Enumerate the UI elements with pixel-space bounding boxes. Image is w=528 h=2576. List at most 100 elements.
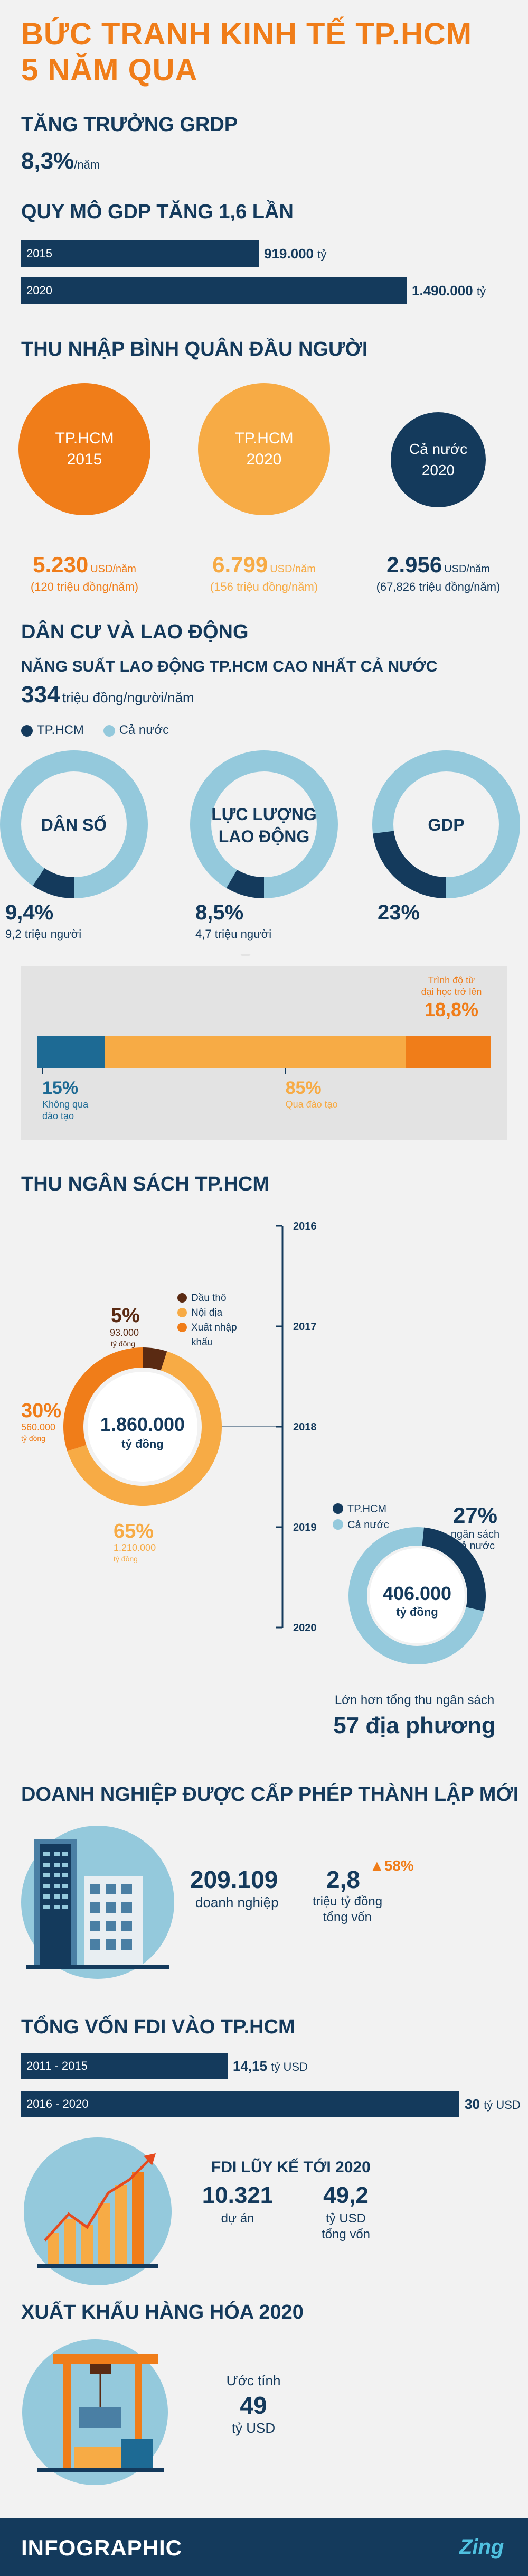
bar-0: 2011 - 2015 bbox=[21, 2053, 228, 2079]
income-circle-label2: 2020 bbox=[421, 462, 455, 478]
labor-subheading: NĂNG SUẤT LAO ĐỘNG TP.HCM CAO NHẤT CẢ NƯ… bbox=[21, 658, 438, 675]
share-legend-hcm-dot bbox=[333, 1503, 343, 1514]
budget-center bbox=[88, 1372, 197, 1482]
grdp-heading: TĂNG TRƯỞNG GRDP bbox=[21, 114, 238, 136]
labor-legend: TP.HCM Cả nước bbox=[21, 723, 169, 738]
budget-legend-label-2: Xuất nhập bbox=[191, 1322, 237, 1333]
productivity-unit: triệu đồng/người/năm bbox=[62, 690, 194, 705]
budget-legend-dot-1 bbox=[177, 1308, 187, 1317]
donut-label1: DÂN SỐ bbox=[41, 815, 107, 834]
labor-donut-charts: DÂN SỐ 9,4% 9,2 triệu người LỰC LƯỢNG LAO ĐỘ… bbox=[0, 750, 520, 956]
grdp-value-row: 8,3%/năm bbox=[21, 148, 100, 174]
productivity-value: 334 bbox=[21, 682, 60, 708]
enterprise-capital: 2,8 bbox=[326, 1866, 360, 1893]
fdi-capital-label1: tỷ USD bbox=[325, 2211, 366, 2226]
training-top-value: 18,8% bbox=[424, 999, 479, 1020]
donut-label1: LỰC LƯỢNG bbox=[211, 805, 316, 824]
bar-value-label-1: 30 tỷ USD bbox=[465, 2096, 521, 2112]
training-top-label1: Trình độ từ bbox=[428, 975, 475, 985]
slice-label-oil: 5% bbox=[111, 1305, 140, 1327]
slice-value-oil: 93.000 bbox=[110, 1327, 139, 1338]
donut-hcm-slice bbox=[373, 831, 446, 898]
pointer-triangle bbox=[240, 954, 251, 956]
income-sub-2: (67,826 triệu đồng/năm) bbox=[376, 580, 501, 593]
enterprise-heading: DOANH NGHIỆP ĐƯỢC CẤP PHÉP THÀNH LẬP MỚI bbox=[21, 1783, 519, 1806]
share-total-unit: tỷ đồng bbox=[396, 1605, 438, 1619]
slice-value-import-export: 560.000 bbox=[21, 1422, 55, 1433]
training-desc1-1: Qua đào tạo bbox=[286, 1099, 338, 1110]
slice-unit-domestic: tỷ đồng bbox=[114, 1555, 138, 1563]
training-desc2-0: đào tạo bbox=[42, 1111, 74, 1121]
income-value: 6.799 bbox=[212, 552, 268, 577]
share-hcm-slice bbox=[422, 1527, 486, 1612]
up-arrow-icon: ▲ bbox=[370, 1857, 384, 1874]
bar-value-label-0: 14,15 tỷ USD bbox=[233, 2058, 308, 2074]
enterprise-count-label: doanh nghiệp bbox=[195, 1894, 279, 1910]
export-unit: tỷ USD bbox=[231, 2420, 276, 2436]
share-center bbox=[370, 1548, 465, 1643]
share-label: 27% bbox=[453, 1503, 497, 1528]
share-note-big: 57 địa phương bbox=[333, 1713, 496, 1738]
slice-unit-import-export: tỷ đồng bbox=[21, 1434, 45, 1443]
donut-sub: 4,7 triệu người bbox=[195, 927, 271, 941]
footer-bar bbox=[0, 2518, 528, 2576]
training-segment-0 bbox=[37, 1036, 105, 1068]
budget-slice-0 bbox=[143, 1347, 167, 1371]
donut-hcm-slice bbox=[33, 868, 74, 898]
grdp-value: 8,3% bbox=[21, 148, 74, 174]
donut-label2: LAO ĐỘNG bbox=[219, 827, 309, 846]
fdi-capital: 49,2 bbox=[323, 2182, 369, 2208]
income-sub-0: (120 triệu đồng/năm) bbox=[30, 580, 139, 593]
training-desc1-0: Không qua bbox=[42, 1099, 89, 1110]
gdp-scale-heading: QUY MÔ GDP TĂNG 1,6 LẦN bbox=[21, 201, 294, 223]
labor-heading: DÂN CƯ VÀ LAO ĐỘNG bbox=[21, 621, 249, 643]
legend-nation-label: Cả nước bbox=[119, 723, 169, 737]
income-value-row-0: 5.230 USD/năm bbox=[0, 552, 169, 578]
slice-unit-oil: tỷ đồng bbox=[111, 1340, 135, 1348]
share-legend-hcm: TP.HCM bbox=[347, 1503, 386, 1515]
income-circle-label1: TP.HCM bbox=[55, 430, 114, 447]
enterprise-growth: ▲58% bbox=[370, 1857, 414, 1874]
income-circle-0: TP.HCM 2015 bbox=[18, 383, 150, 515]
fdi-heading: TỔNG VỐN FDI VÀO TP.HCM bbox=[21, 2016, 295, 2038]
training-segment-2 bbox=[406, 1036, 491, 1068]
fdi-growth-illustration bbox=[24, 2137, 172, 2285]
legend-hcm-dot bbox=[21, 724, 33, 737]
building-illustration bbox=[21, 1826, 174, 1979]
income-circle-1: TP.HCM 2020 bbox=[198, 383, 330, 515]
budget-legend-label-0: Dầu thô bbox=[191, 1292, 227, 1304]
income-unit: USD/năm bbox=[270, 563, 316, 575]
income-circle-label2: 2015 bbox=[67, 451, 102, 468]
fdi-capital-label2: tổng vốn bbox=[321, 2227, 371, 2242]
budget-chart: 2016 2017 2018 2019 2020 1.860.000 tỷ đồng 5%93… bbox=[21, 1221, 499, 1738]
donut-label1: GDP bbox=[428, 815, 464, 834]
income-unit: USD/năm bbox=[444, 563, 490, 575]
legend-hcm-label: TP.HCM bbox=[37, 723, 84, 737]
export-heading: XUẤT KHẨU HÀNG HÓA 2020 bbox=[21, 2301, 304, 2323]
budget-legend-dot-0 bbox=[177, 1293, 187, 1303]
timeline-year-2019: 2019 bbox=[293, 1522, 317, 1533]
training-segment-1 bbox=[105, 1036, 406, 1068]
slice-label-domestic: 65% bbox=[114, 1520, 154, 1542]
bar-0: 2015 bbox=[21, 240, 259, 267]
training-label-0: 15% bbox=[42, 1078, 78, 1098]
enterprise-capital-label1: triệu tỷ đồng bbox=[312, 1894, 383, 1909]
port-crane-illustration bbox=[22, 2339, 168, 2485]
export-value: 49 bbox=[240, 2392, 267, 2419]
bar-1: 2020 bbox=[21, 277, 407, 304]
footer-zing-logo: Zing bbox=[459, 2535, 504, 2559]
productivity-row: 334 triệu đồng/người/năm bbox=[21, 682, 194, 708]
bar-value-label-1: 1.490.000 tỷ bbox=[412, 283, 486, 299]
share-total: 406.000 bbox=[383, 1583, 451, 1604]
share-legend-nation: Cả nước bbox=[347, 1519, 389, 1531]
income-value-row-1: 6.799 USD/năm bbox=[180, 552, 348, 578]
labor-donut-2: GDP 23% bbox=[372, 750, 520, 924]
income-value-row-2: 2.956 USD/năm bbox=[354, 552, 523, 578]
enterprise-growth-value: 58% bbox=[384, 1857, 414, 1874]
income-unit: USD/năm bbox=[90, 563, 136, 575]
labor-donut-0: DÂN SỐ 9,4% 9,2 triệu người bbox=[0, 750, 148, 941]
bar-1: 2016 - 2020 bbox=[21, 2091, 459, 2117]
enterprise-count: 209.109 bbox=[190, 1866, 278, 1893]
training-top-label2: đại học trở lên bbox=[421, 987, 482, 997]
income-circle-2: Cả nước 2020 bbox=[391, 412, 486, 507]
